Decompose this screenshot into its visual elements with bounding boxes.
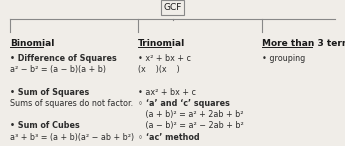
Text: a² − b² = (a − b)(a + b): a² − b² = (a − b)(a + b) <box>10 65 106 74</box>
Text: More than 3 terms: More than 3 terms <box>262 39 345 48</box>
Text: • Difference of Squares: • Difference of Squares <box>10 54 117 63</box>
Text: (x    )(x    ): (x )(x ) <box>138 65 180 74</box>
Text: Trinomial: Trinomial <box>138 39 185 48</box>
Text: • Sum of Squares: • Sum of Squares <box>10 88 90 97</box>
Text: Binomial: Binomial <box>10 39 55 48</box>
Text: • grouping: • grouping <box>262 54 305 63</box>
Text: ◦ ‘a’ and ‘c’ squares: ◦ ‘a’ and ‘c’ squares <box>138 99 230 108</box>
Text: GCF: GCF <box>163 3 182 12</box>
Text: (a + b)² = a² + 2ab + b²: (a + b)² = a² + 2ab + b² <box>138 110 244 119</box>
Text: (a − b)² = a² − 2ab + b²: (a − b)² = a² − 2ab + b² <box>138 121 244 131</box>
Text: Sums of squares do not factor.: Sums of squares do not factor. <box>10 99 134 108</box>
Text: a³ + b³ = (a + b)(a² − ab + b²): a³ + b³ = (a + b)(a² − ab + b²) <box>10 133 135 142</box>
Text: • ax² + bx + c: • ax² + bx + c <box>138 88 196 97</box>
Text: • x² + bx + c: • x² + bx + c <box>138 54 191 63</box>
Text: ◦ ‘ac’ method: ◦ ‘ac’ method <box>138 133 200 142</box>
Text: • Sum of Cubes: • Sum of Cubes <box>10 121 80 131</box>
